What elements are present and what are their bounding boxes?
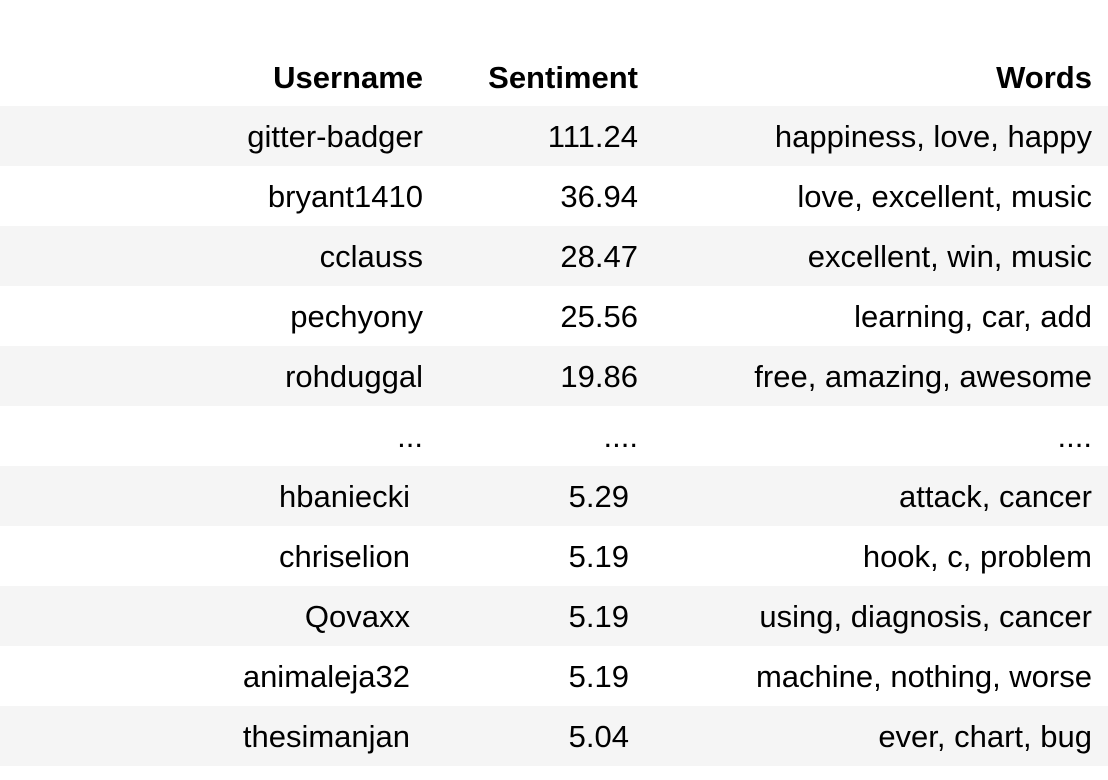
sentiment-cell: 36.94 xyxy=(560,179,638,214)
username-cell: hbaniecki xyxy=(279,479,410,514)
header-username: Username xyxy=(273,60,423,95)
table-row: cclauss 28.47 excellent, win, music xyxy=(0,226,1108,286)
words-cell: ever, chart, bug xyxy=(878,719,1092,754)
words-cell: learning, car, add xyxy=(854,299,1092,334)
sentiment-cell: .... xyxy=(603,419,638,454)
username-cell: pechyony xyxy=(290,299,423,334)
sentiment-cell: 19.86 xyxy=(560,359,638,394)
sentiment-cell: 25.56 xyxy=(560,299,638,334)
words-cell: love, excellent, music xyxy=(797,179,1092,214)
table-row: gitter-badger 111.24 happiness, love, ha… xyxy=(0,106,1108,166)
table-row: pechyony 25.56 learning, car, add xyxy=(0,286,1108,346)
sentiment-cell: 28.47 xyxy=(560,239,638,274)
sentiment-cell: 5.19 xyxy=(568,539,629,574)
table-row: rohduggal 19.86 free, amazing, awesome xyxy=(0,346,1108,406)
words-cell: excellent, win, music xyxy=(807,239,1092,274)
words-cell: free, amazing, awesome xyxy=(754,359,1092,394)
header-words: Words xyxy=(996,60,1092,95)
sentiment-cell: 111.24 xyxy=(547,119,638,154)
table-row: thesimanjan 5.04 ever, chart, bug xyxy=(0,706,1108,766)
table-row: bryant1410 36.94 love, excellent, music xyxy=(0,166,1108,226)
table-row: animaleja32 5.19 machine, nothing, worse xyxy=(0,646,1108,706)
table-header: Username Sentiment Words xyxy=(0,40,1108,106)
username-cell: bryant1410 xyxy=(267,179,423,214)
username-cell: cclauss xyxy=(319,239,423,274)
username-cell: chriselion xyxy=(279,539,410,574)
username-cell: Qovaxx xyxy=(304,599,410,634)
sentiment-cell: 5.29 xyxy=(568,479,629,514)
username-cell: rohduggal xyxy=(285,359,423,394)
username-cell: thesimanjan xyxy=(242,719,410,754)
words-cell: using, diagnosis, cancer xyxy=(759,599,1092,634)
words-cell: machine, nothing, worse xyxy=(755,659,1092,694)
table-row: hbaniecki 5.29 attack, cancer xyxy=(0,466,1108,526)
sentiment-cell: 5.04 xyxy=(568,719,629,754)
sentiment-cell: 5.19 xyxy=(568,659,629,694)
words-cell: hook, c, problem xyxy=(862,539,1092,574)
table-row: Qovaxx 5.19 using, diagnosis, cancer xyxy=(0,586,1108,646)
username-cell: gitter-badger xyxy=(247,119,423,154)
sentiment-cell: 5.19 xyxy=(568,599,629,634)
words-cell: .... xyxy=(1057,419,1092,454)
table-row: chriselion 5.19 hook, c, problem xyxy=(0,526,1108,586)
words-cell: attack, cancer xyxy=(899,479,1092,514)
header-sentiment: Sentiment xyxy=(488,60,638,95)
username-cell: animaleja32 xyxy=(242,659,410,694)
table-body: gitter-badger 111.24 happiness, love, ha… xyxy=(0,106,1108,766)
username-cell: ... xyxy=(397,419,423,454)
table-row-ellipsis: ... .... .... xyxy=(0,406,1108,466)
words-cell: happiness, love, happy xyxy=(774,119,1092,154)
